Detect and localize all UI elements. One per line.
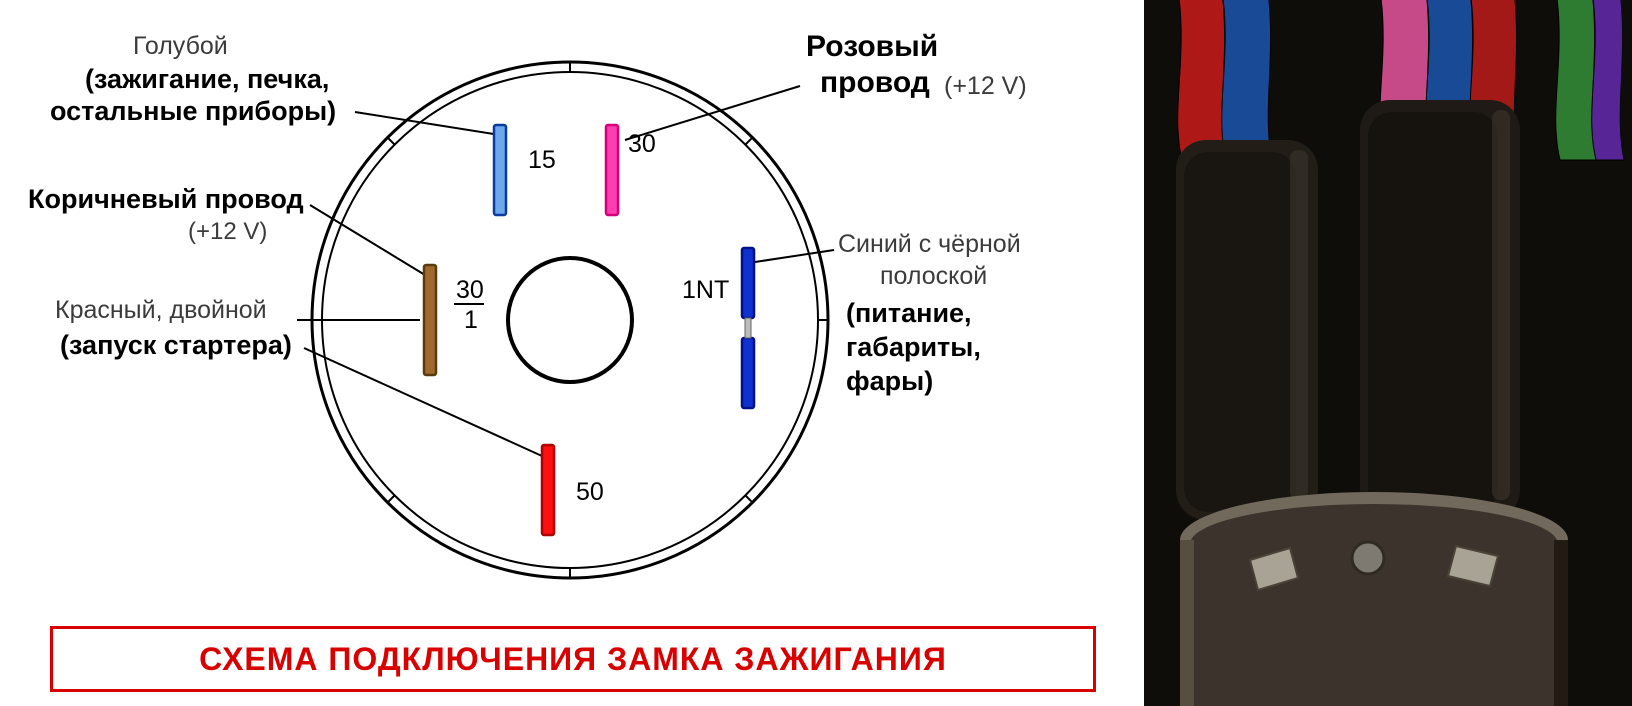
svg-text:30: 30 [456,276,484,304]
diagram-title: СХЕМА ПОДКЛЮЧЕНИЯ ЗАМКА ЗАЖИГАНИЯ [199,641,947,678]
annotation-red1: Красный, двойной [55,296,267,325]
diagram-title-box: СХЕМА ПОДКЛЮЧЕНИЯ ЗАМКА ЗАЖИГАНИЯ [50,626,1096,692]
svg-text:15: 15 [528,146,556,174]
annotation-blue: Голубой [133,32,228,61]
annotation-blue2: (зажигание, печка, [85,64,329,95]
annotation-blue3: остальные приборы) [50,96,336,127]
svg-text:1NT: 1NT [682,276,729,304]
annotation-bb1: Синий с чёрной [838,230,1021,259]
diagram-panel: 15301NT30150 Голубой(зажигание, печка,ос… [0,0,1144,706]
annotation-red2: (запуск стартера) [60,330,292,361]
svg-text:1: 1 [464,306,478,334]
annotation-pink1: Розовый [806,30,938,65]
annotation-bb4: габариты, [846,332,981,363]
photo-illustration [1144,0,1632,706]
annotation-bb3: (питание, [846,298,972,329]
svg-text:50: 50 [576,478,604,506]
annotation-pink2: провод [820,66,930,101]
annotation-bb2: полоской [880,262,987,291]
svg-text:30: 30 [628,130,656,158]
annotation-pink3: (+12 V) [944,72,1027,101]
photo-panel [1144,0,1632,706]
annotation-bb5: фары) [846,366,933,397]
annotation-brown1: Коричневый провод [28,184,304,215]
annotation-brown2: (+12 V) [188,218,267,246]
